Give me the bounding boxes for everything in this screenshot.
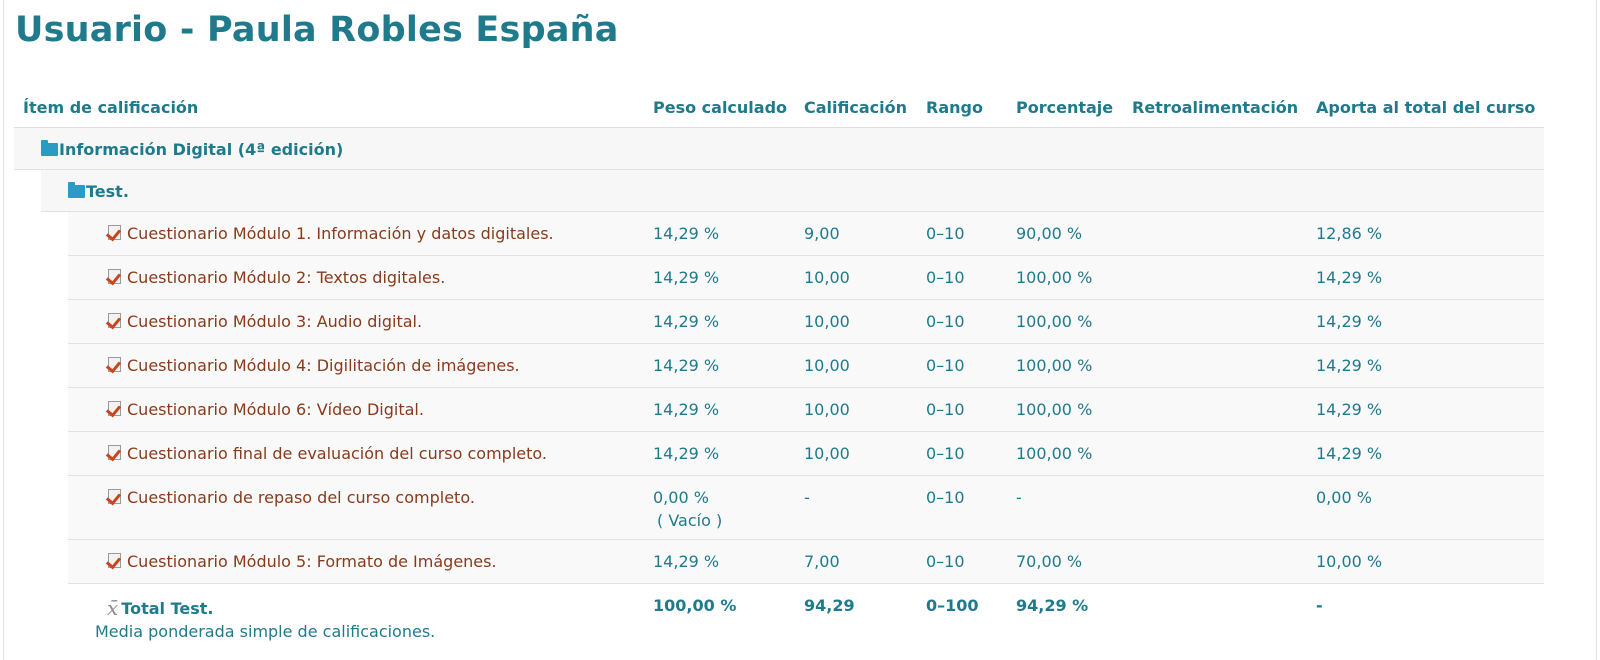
cell-calificacion: 94,29 [804,596,855,615]
cell-calificacion: 10,00 [804,268,850,287]
header-porcentaje: Porcentaje [1016,98,1114,117]
cell-porcentaje: 100,00 % [1016,444,1093,463]
cell-calificacion: 10,00 [804,444,850,463]
category-row-test: Test. [41,170,1544,212]
cell-calificacion: - [804,488,810,507]
cell-porcentaje: 100,00 % [1016,312,1093,331]
quiz-icon [105,552,122,569]
grade-report-table: Ítem de calificación Peso calculado Cali… [14,86,1544,644]
cell-porcentaje: - [1016,488,1022,507]
cell-peso: 14,29 % [653,224,720,243]
cell-aporta: 14,29 % [1316,444,1383,463]
table-row: Cuestionario de repaso del curso complet… [68,476,1544,540]
category-body: Test. Cuestionario Módulo 1. Información… [41,170,1544,644]
table-header: Ítem de calificación Peso calculado Cali… [14,86,1544,128]
cell-porcentaje: 94,29 % [1016,596,1089,615]
cell-calificacion: 10,00 [804,356,850,375]
cell-aporta: 14,29 % [1316,400,1383,419]
cell-peso: 0,00 % ( Vacío ) [653,488,723,530]
cell-peso: 14,29 % [653,356,720,375]
sub-category-label: Test. [68,182,129,201]
cell-rango: 0–100 [926,596,979,615]
cell-rango: 0–10 [926,268,965,287]
header-retroalimentacion: Retroalimentación [1132,98,1299,117]
item-link[interactable]: Cuestionario Módulo 5: Formato de Imágen… [105,552,497,571]
table-row: Cuestionario Módulo 5: Formato de Imágen… [68,540,1544,584]
cell-calificacion: 9,00 [804,224,840,243]
page-title: Usuario - Paula Robles España [15,10,619,50]
item-link[interactable]: Cuestionario Módulo 6: Vídeo Digital. [105,400,424,419]
cell-peso: 14,29 % [653,312,720,331]
cell-porcentaje: 100,00 % [1016,400,1093,419]
table-row: Cuestionario Módulo 2: Textos digitales.… [68,256,1544,300]
item-link[interactable]: Cuestionario final de evaluación del cur… [105,444,547,463]
cell-peso: 14,29 % [653,444,720,463]
sub-category-name: Test. [86,182,129,201]
quiz-icon [105,268,122,285]
cell-aporta: - [1316,596,1323,615]
course-category-name: Información Digital (4ª edición) [59,140,344,159]
table-row: Cuestionario Módulo 3: Audio digital. 14… [68,300,1544,344]
header-item: Ítem de calificación [23,98,199,117]
folder-icon [68,182,85,198]
cell-rango: 0–10 [926,400,965,419]
cell-rango: 0–10 [926,488,965,507]
quiz-icon [105,444,122,461]
cell-calificacion: 10,00 [804,312,850,331]
item-link[interactable]: Cuestionario Módulo 3: Audio digital. [105,312,422,331]
cell-rango: 0–10 [926,356,965,375]
quiz-icon [105,312,122,329]
header-rango: Rango [926,98,983,117]
item-link[interactable]: Cuestionario Módulo 1. Información y dat… [105,224,554,243]
item-link[interactable]: Cuestionario Módulo 2: Textos digitales. [105,268,445,287]
quiz-icon [105,488,122,505]
quiz-icon [105,356,122,373]
cell-porcentaje: 100,00 % [1016,268,1093,287]
header-calificacion: Calificación [804,98,907,117]
cell-peso: 14,29 % [653,400,720,419]
table-row: Cuestionario Módulo 6: Vídeo Digital. 14… [68,388,1544,432]
quiz-icon [105,400,122,417]
table-row: Cuestionario final de evaluación del cur… [68,432,1544,476]
cell-rango: 0–10 [926,224,965,243]
cell-aporta: 0,00 % [1316,488,1372,507]
header-peso: Peso calculado [653,98,788,117]
cell-porcentaje: 90,00 % [1016,224,1083,243]
cell-rango: 0–10 [926,444,965,463]
item-link[interactable]: Cuestionario de repaso del curso complet… [105,488,475,507]
cell-rango: 0–10 [926,312,965,331]
total-description: Media ponderada simple de calificaciones… [95,622,436,641]
cell-aporta: 14,29 % [1316,268,1383,287]
course-category-label: Información Digital (4ª edición) [41,140,343,159]
cell-peso: 14,29 % [653,552,720,571]
table-row: Cuestionario Módulo 1. Información y dat… [68,212,1544,256]
header-aporta: Aporta al total del curso [1316,98,1536,117]
cell-calificacion: 10,00 [804,400,850,419]
cell-rango: 0–10 [926,552,965,571]
cell-peso: 14,29 % [653,268,720,287]
page-frame [3,0,1597,660]
empty-note: ( Vacío ) [657,511,723,530]
quiz-icon [105,224,122,241]
cell-peso: 100,00 % [653,596,737,615]
mean-symbol-icon: x̄ [107,596,119,620]
cell-aporta: 10,00 % [1316,552,1383,571]
total-label: x̄ Total Test. [107,596,214,620]
cell-aporta: 14,29 % [1316,312,1383,331]
cell-porcentaje: 70,00 % [1016,552,1083,571]
cell-aporta: 14,29 % [1316,356,1383,375]
item-link[interactable]: Cuestionario Módulo 4: Digilitación de i… [105,356,520,375]
cell-calificacion: 7,00 [804,552,840,571]
category-row-course: Información Digital (4ª edición) [14,128,1544,170]
total-row: x̄ Total Test. Media ponderada simple de… [68,584,1544,644]
cell-porcentaje: 100,00 % [1016,356,1093,375]
table-row: Cuestionario Módulo 4: Digilitación de i… [68,344,1544,388]
cell-aporta: 12,86 % [1316,224,1383,243]
folder-icon [41,140,58,156]
